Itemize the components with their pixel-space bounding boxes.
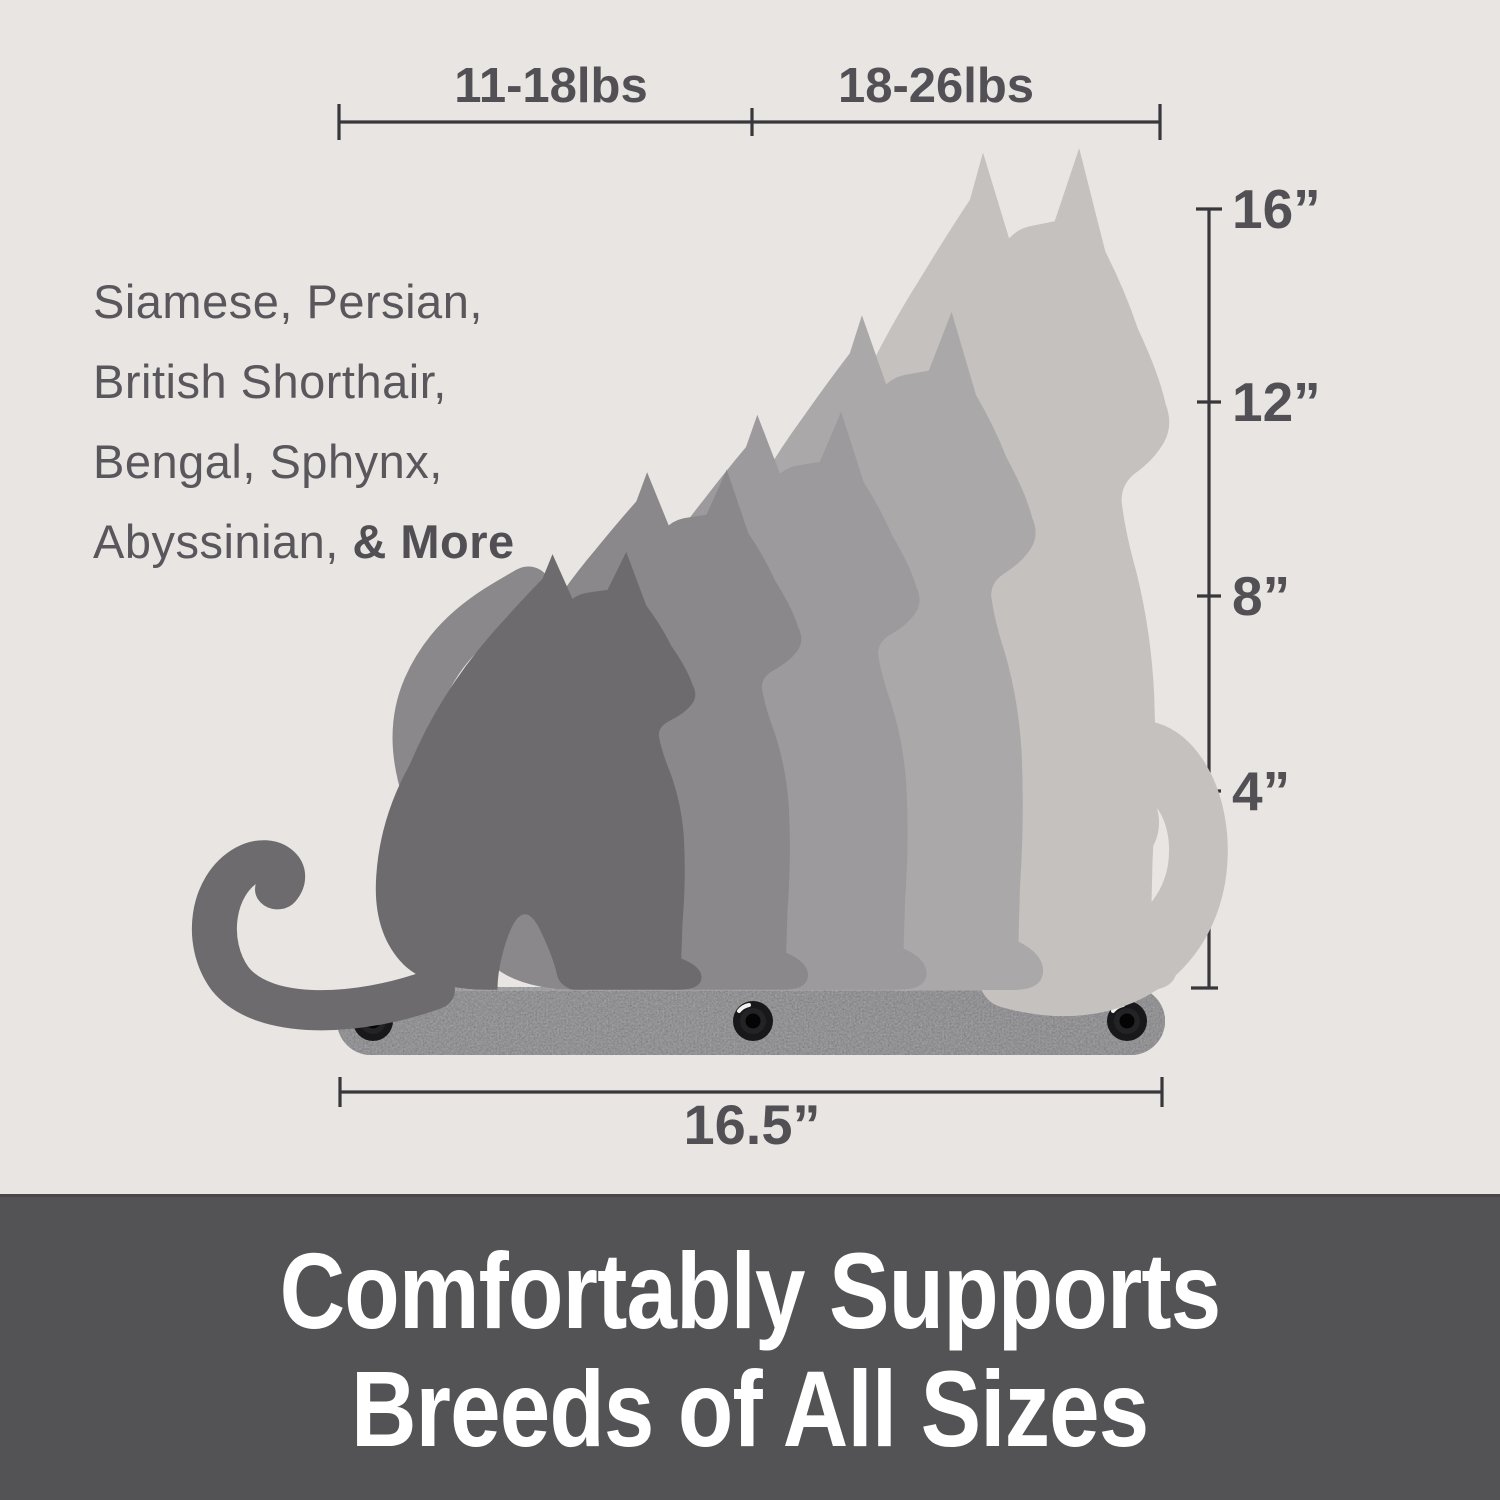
weight-bracket-line [337,104,1162,140]
width-dimension [338,1077,1164,1107]
height-ruler [1191,207,1222,990]
height-label-12in: 12” [1232,371,1321,433]
breed-line: Abyssinian, & More [93,502,515,582]
screw-socket [745,1013,761,1029]
width-dimension-line [338,1077,1164,1107]
height-label-8in: 8” [1232,565,1291,627]
screw-glint [737,1003,751,1013]
screw-center [733,1001,773,1041]
breed-line-regular: Abyssinian, [93,515,353,568]
weight-bracket [337,104,1162,140]
screw-socket [1119,1013,1135,1029]
banner-headline-line2: Breeds of All Sizes [351,1348,1149,1469]
weight-range-left-label: 11-18lbs [454,59,648,113]
height-label-16in: 16” [1232,178,1321,240]
bottom-banner: Comfortably Supports Breeds of All Sizes [0,1194,1500,1500]
cat-1-body [375,551,702,990]
breed-line: Bengal, Sphynx, [93,435,443,488]
breed-list: Siamese, Persian, British Shorthair, Ben… [93,262,515,582]
weight-range-right-label: 18-26lbs [837,59,1035,113]
breed-line: Siamese, Persian, [93,275,483,328]
breed-line: British Shorthair, [93,355,447,408]
banner-headline-line1: Comfortably Supports [279,1230,1222,1351]
height-ruler-line [1191,207,1222,990]
shelf-width-label: 16.5” [683,1093,821,1156]
screw-right [1107,1001,1147,1041]
height-label-4in: 4” [1232,760,1291,822]
breed-line-bold: & More [352,515,515,568]
